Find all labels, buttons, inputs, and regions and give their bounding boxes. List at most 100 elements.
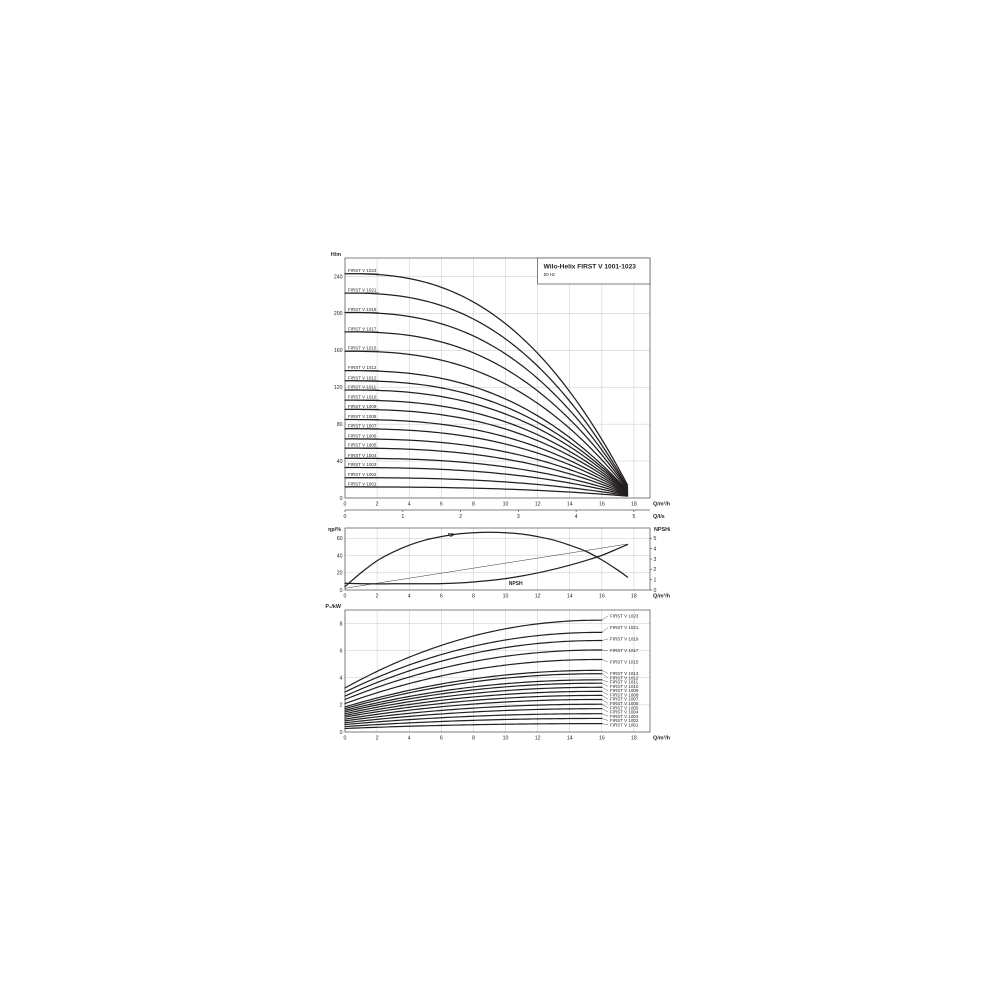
head-curve (344, 399, 629, 493)
head-y-tick: 120 (334, 385, 343, 391)
efficiency-x-tick: 16 (599, 594, 605, 600)
power-curve-leader (601, 723, 609, 725)
head-curve (344, 486, 629, 497)
head-x-tick-secondary: 5 (633, 514, 636, 520)
power-curve (344, 708, 603, 724)
power-curve-leader (601, 615, 609, 621)
head-x-axis-label: Q/m³/h (653, 502, 670, 508)
npsh-y-axis-label: NPSH/m (654, 527, 670, 533)
power-x-tick: 0 (344, 736, 347, 742)
power-curve-label: FIRST V 1004 (610, 710, 639, 715)
npsh-y-tick: 1 (654, 577, 657, 583)
efficiency-chart-frame (344, 527, 651, 591)
power-curve (344, 717, 603, 728)
npsh-y-tick: 2 (654, 567, 657, 573)
power-curve-label: FIRST V 1019 (610, 637, 639, 642)
power-curve-leader (601, 627, 609, 633)
head-curve (344, 447, 629, 495)
npsh-y-tick: 0 (654, 588, 657, 594)
power-curve-label: FIRST V 1003 (610, 714, 639, 719)
power-curve (344, 713, 603, 726)
npsh-reference-line (344, 543, 628, 589)
head-x-tick: 16 (599, 502, 605, 508)
power-curve (344, 682, 603, 713)
power-curve-leader (601, 691, 609, 696)
power-y-tick: 6 (340, 648, 343, 654)
power-curve-label: FIRST V 1021 (610, 625, 639, 630)
head-curve-label: FIRST V 1023 (348, 268, 377, 273)
head-y-tick: 200 (334, 311, 343, 317)
efficiency-y-tick: 20 (337, 571, 343, 577)
head-curve-label: FIRST V 1021 (348, 288, 377, 293)
efficiency-x-axis-label: Q/m³/h (653, 594, 670, 600)
npsh-curve-label: NPSH (509, 581, 523, 587)
head-curve-label: FIRST V 1017 (348, 326, 377, 331)
efficiency-x-tick: 10 (503, 594, 509, 600)
head-curve (344, 477, 629, 497)
power-x-tick: 12 (535, 736, 541, 742)
power-y-axis-label: P₂/kW (325, 604, 341, 610)
power-curve-leader (601, 670, 609, 674)
power-panel: FIRST V 1023 FIRST V 1021 FIRST V 1019 FIRS… (325, 604, 670, 742)
head-x-tick: 2 (376, 502, 379, 508)
power-curve-label: FIRST V 1023 (610, 614, 639, 619)
head-curve-label: FIRST V 1019 (348, 307, 377, 312)
head-x-tick: 18 (631, 502, 637, 508)
head-x-tick: 6 (440, 502, 443, 508)
efficiency-y-axis-label: ηp/% (328, 527, 341, 533)
efficiency-x-tick: 14 (567, 594, 573, 600)
efficiency-x-tick: 0 (344, 594, 347, 600)
power-x-tick: 18 (631, 736, 637, 742)
efficiency-y-tick: 60 (337, 536, 343, 542)
head-curve-label: FIRST V 1004 (348, 453, 377, 458)
head-curve-label: FIRST V 1006 (348, 433, 377, 438)
head-curve (344, 292, 629, 488)
head-curve-label: FIRST V 1003 (348, 462, 377, 467)
head-chart-frame (344, 257, 651, 499)
power-curve-label: FIRST V 1017 (610, 648, 639, 653)
power-curve (344, 698, 603, 720)
power-curve-leader (601, 695, 609, 700)
efficiency-npsh-panel: ηpNPSHηp/%0204060NPSH/m01234502468101214… (328, 527, 670, 600)
head-y-tick: 40 (337, 459, 343, 465)
head-curve (344, 408, 629, 494)
power-curve-label: FIRST V 1006 (610, 701, 639, 706)
npsh-y-tick: 5 (654, 536, 657, 542)
head-x-axis-label-secondary: Q/l/s (653, 514, 665, 520)
head-curve-label: FIRST V 1007 (348, 423, 377, 428)
head-curve (344, 457, 629, 496)
power-curve-label: FIRST V 1011 (610, 680, 639, 685)
power-x-tick: 4 (408, 736, 411, 742)
head-curve (344, 466, 629, 496)
head-y-tick: 240 (334, 274, 343, 280)
head-y-tick: 0 (340, 496, 343, 502)
power-curve (344, 631, 603, 693)
power-curve-leader (601, 649, 609, 651)
power-curve (344, 673, 603, 710)
head-curve (344, 438, 629, 495)
head-curve-label: FIRST V 1001 (348, 481, 377, 486)
power-curve (344, 619, 603, 689)
npsh-curve (344, 543, 629, 585)
power-curve-label: FIRST V 1007 (610, 697, 639, 702)
head-curve-label: FIRST V 1013 (348, 365, 377, 370)
efficiency-x-tick: 12 (535, 594, 541, 600)
head-x-tick-secondary: 1 (401, 514, 404, 520)
head-y-axis-label: H/m (331, 252, 341, 258)
head-x-tick: 10 (503, 502, 509, 508)
chart-title: Wilo-Helix FIRST V 1001-1023 (544, 264, 637, 271)
power-curve-label: FIRST V 1013 (610, 671, 639, 676)
efficiency-x-tick: 4 (408, 594, 411, 600)
power-curve-label: FIRST V 1008 (610, 692, 639, 697)
efficiency-curve (344, 531, 629, 588)
power-x-tick: 14 (567, 736, 573, 742)
power-curve-leader (601, 699, 609, 704)
power-curve (344, 686, 603, 715)
head-curve-label: FIRST V 1008 (348, 414, 377, 419)
efficiency-x-tick: 18 (631, 594, 637, 600)
power-curve (344, 649, 603, 701)
head-curve (344, 311, 629, 489)
power-curve-leader (601, 708, 609, 713)
power-curve (344, 690, 603, 717)
